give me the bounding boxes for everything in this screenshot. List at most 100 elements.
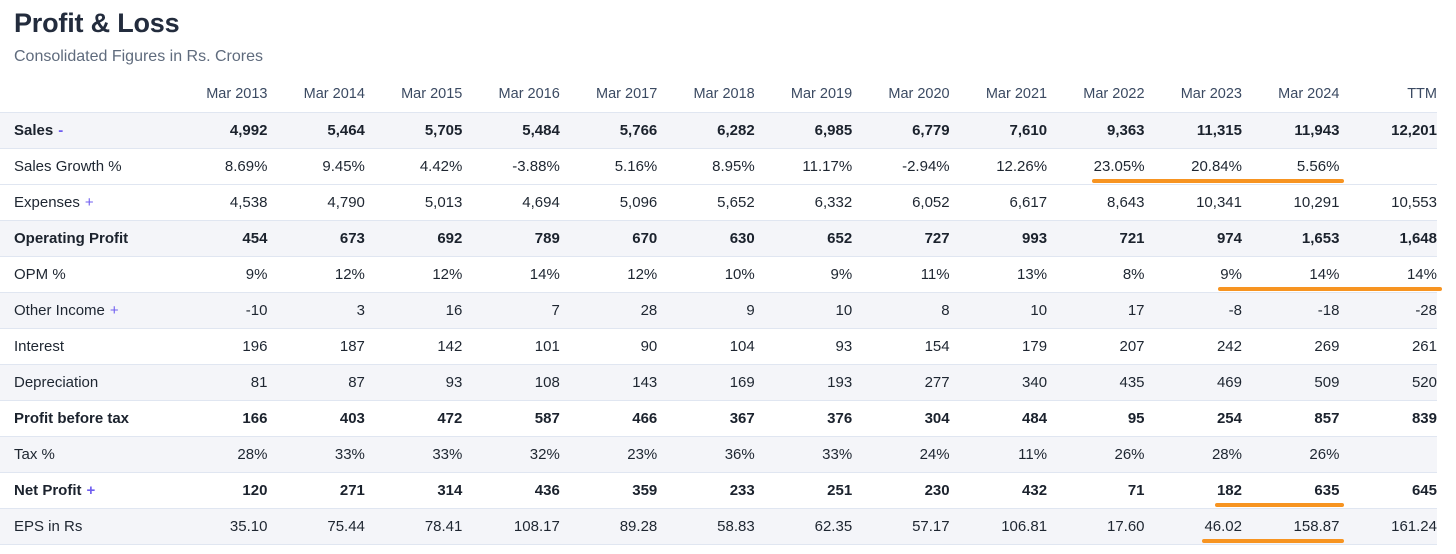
cell-value: 108.17: [513, 518, 560, 535]
table-cell: 161.24: [1339, 508, 1437, 545]
table-cell: 12%: [364, 256, 463, 293]
cell-value: 9%: [830, 266, 853, 283]
cell-value: 376: [827, 410, 853, 427]
row-label-text: Sales Growth %: [14, 158, 122, 175]
cell-value: 3: [356, 302, 365, 319]
row-label-text: Expenses: [14, 194, 80, 211]
cell-value: 8%: [1122, 266, 1145, 283]
row-label: Operating Profit: [0, 220, 170, 257]
cell-value: 33%: [432, 446, 463, 463]
table-cell: 1,648: [1339, 220, 1437, 257]
cell-value: 12%: [432, 266, 463, 283]
table-cell: 469: [1144, 364, 1242, 401]
table-cell: 233: [657, 472, 755, 509]
table-cell: 635: [1241, 472, 1340, 509]
cell-value: 271: [339, 482, 365, 499]
table-cell: 17.60: [1047, 508, 1145, 545]
cell-value: 154: [924, 338, 950, 355]
cell-value: 403: [339, 410, 365, 427]
table-cell: 179: [949, 328, 1048, 365]
pnl-table: Mar 2013 Mar 2014 Mar 2015 Mar 2016 Mar 2017…: [0, 79, 1437, 545]
expand-toggle[interactable]: +: [109, 302, 119, 319]
row-label-text: Net Profit: [14, 482, 82, 499]
expand-toggle[interactable]: +: [86, 482, 96, 499]
table-cell: 8,643: [1047, 184, 1145, 221]
table-cell: 58.83: [657, 508, 755, 545]
table-cell: 6,617: [949, 184, 1048, 221]
section-header: Profit & Loss Consolidated Figures in Rs…: [0, 0, 1456, 66]
cell-value: 254: [1216, 410, 1242, 427]
cell-value: 108: [534, 374, 560, 391]
table-cell: 5.16%: [559, 148, 658, 185]
cell-value: 673: [339, 230, 365, 247]
table-cell: 166: [170, 400, 268, 437]
table-cell: 520: [1339, 364, 1437, 401]
table-cell: 251: [754, 472, 853, 509]
cell-value: 75.44: [327, 518, 365, 535]
collapse-toggle[interactable]: -: [58, 122, 64, 139]
column-header: TTM: [1407, 86, 1437, 102]
cell-value: 193: [827, 374, 853, 391]
cell-value: 33%: [822, 446, 853, 463]
column-header: Mar 2023: [1180, 86, 1242, 102]
table-cell: 436: [462, 472, 560, 509]
cell-value: 14%: [529, 266, 560, 283]
cell-value: 13%: [1017, 266, 1048, 283]
cell-value: 26%: [1114, 446, 1145, 463]
cell-value: 71: [1127, 482, 1145, 499]
table-header-row: Mar 2013 Mar 2014 Mar 2015 Mar 2016 Mar 2017…: [0, 79, 1437, 113]
cell-value: 81: [250, 374, 268, 391]
cell-value: 304: [924, 410, 950, 427]
table-cell: [1339, 436, 1437, 473]
table-cell: 857: [1241, 400, 1340, 437]
cell-value: 7,610: [1009, 122, 1048, 139]
table-cell: 403: [267, 400, 365, 437]
cell-value: 28%: [1211, 446, 1242, 463]
table-cell: 435: [1047, 364, 1145, 401]
table-cell: 242: [1144, 328, 1242, 365]
cell-value: 5,652: [717, 194, 755, 211]
table-cell: 340: [949, 364, 1048, 401]
cell-value: 158.87: [1293, 518, 1340, 535]
cell-value: 251: [827, 482, 853, 499]
table-cell: 169: [657, 364, 755, 401]
table-cell: 466: [559, 400, 658, 437]
table-cell: 376: [754, 400, 853, 437]
cell-value: 143: [632, 374, 658, 391]
row-label-text: OPM %: [14, 266, 66, 283]
table-row: Sales Growth % 8.69% 9.45% 4.42% -3.88% 5.16%…: [0, 148, 1437, 185]
table-cell: 4,694: [462, 184, 560, 221]
table-cell: 789: [462, 220, 560, 257]
table-cell: 359: [559, 472, 658, 509]
table-cell: 33%: [754, 436, 853, 473]
table-cell: 12.26%: [949, 148, 1048, 185]
cell-value: 207: [1119, 338, 1145, 355]
cell-value: 5.16%: [614, 158, 658, 175]
table-cell: 12%: [559, 256, 658, 293]
cell-value: 20.84%: [1191, 158, 1242, 175]
table-cell: 6,052: [852, 184, 950, 221]
table-row: Operating Profit 454 673 692 789 670 630 652 727…: [0, 220, 1437, 257]
table-cell: 9%: [754, 256, 853, 293]
table-cell: 11.17%: [754, 148, 853, 185]
table-cell: 432: [949, 472, 1048, 509]
table-cell: 182: [1144, 472, 1242, 509]
table-cell: 10,291: [1241, 184, 1340, 221]
cell-value: 645: [1411, 482, 1437, 499]
table-cell: 9.45%: [267, 148, 365, 185]
table-cell: 26%: [1047, 436, 1145, 473]
table-cell: 673: [267, 220, 365, 257]
expand-toggle[interactable]: +: [84, 194, 94, 211]
table-row: EPS in Rs 35.10 75.44 78.41 108.17 89.28 58.83…: [0, 508, 1437, 545]
page-title: Profit & Loss: [14, 8, 180, 38]
table-cell: 484: [949, 400, 1048, 437]
table-cell: 62.35: [754, 508, 853, 545]
cell-value: 166: [242, 410, 268, 427]
column-header: Mar 2016: [498, 86, 560, 102]
cell-value: 8: [941, 302, 950, 319]
table-cell: 93: [364, 364, 463, 401]
cell-value: -2.94%: [902, 158, 950, 175]
cell-value: 11%: [920, 266, 950, 283]
column-header: Mar 2020: [888, 86, 950, 102]
